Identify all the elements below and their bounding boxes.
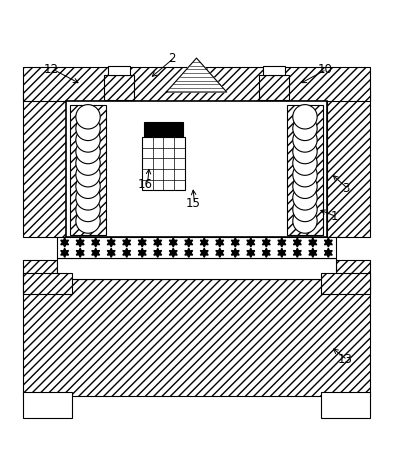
- Polygon shape: [169, 248, 177, 257]
- Bar: [104, 75, 134, 99]
- Polygon shape: [166, 58, 227, 92]
- Polygon shape: [154, 248, 162, 257]
- Circle shape: [293, 139, 317, 164]
- Circle shape: [293, 174, 317, 198]
- Polygon shape: [138, 238, 146, 247]
- Bar: [23, 68, 370, 101]
- Polygon shape: [92, 248, 99, 257]
- Polygon shape: [309, 238, 317, 247]
- Polygon shape: [107, 248, 115, 257]
- Circle shape: [293, 116, 317, 141]
- Bar: [70, 105, 106, 235]
- Polygon shape: [247, 248, 255, 257]
- Bar: [23, 90, 66, 237]
- Polygon shape: [123, 248, 130, 257]
- Polygon shape: [263, 248, 270, 257]
- Polygon shape: [76, 248, 84, 257]
- Bar: [263, 65, 285, 75]
- Circle shape: [293, 105, 317, 129]
- Text: 2: 2: [168, 51, 176, 64]
- Polygon shape: [61, 248, 69, 257]
- Text: 1: 1: [331, 210, 338, 223]
- Circle shape: [76, 186, 100, 210]
- Bar: [108, 65, 130, 75]
- Bar: [57, 237, 336, 258]
- Text: 16: 16: [138, 178, 153, 191]
- Polygon shape: [263, 238, 270, 247]
- Circle shape: [76, 128, 100, 152]
- Polygon shape: [76, 238, 84, 247]
- Circle shape: [293, 186, 317, 210]
- Polygon shape: [61, 238, 69, 247]
- Text: 12: 12: [44, 63, 59, 76]
- Bar: [144, 122, 183, 137]
- Bar: [23, 260, 57, 279]
- Circle shape: [76, 151, 100, 175]
- Polygon shape: [200, 248, 208, 257]
- Circle shape: [293, 128, 317, 152]
- Polygon shape: [231, 238, 239, 247]
- Circle shape: [293, 163, 317, 187]
- Bar: [327, 90, 370, 237]
- Polygon shape: [216, 248, 224, 257]
- Circle shape: [76, 139, 100, 164]
- Polygon shape: [185, 248, 193, 257]
- Polygon shape: [216, 238, 224, 247]
- Polygon shape: [154, 238, 162, 247]
- Bar: [336, 260, 370, 279]
- Bar: [23, 392, 72, 418]
- Text: 15: 15: [185, 197, 200, 210]
- Bar: [287, 105, 323, 235]
- Circle shape: [76, 105, 100, 129]
- Polygon shape: [324, 248, 332, 257]
- Text: 13: 13: [338, 354, 353, 367]
- Polygon shape: [247, 238, 255, 247]
- Polygon shape: [309, 248, 317, 257]
- Text: 3: 3: [342, 182, 349, 195]
- Polygon shape: [185, 238, 193, 247]
- Polygon shape: [294, 248, 301, 257]
- Polygon shape: [278, 248, 286, 257]
- Polygon shape: [92, 238, 99, 247]
- Bar: [259, 75, 289, 99]
- Bar: [23, 279, 370, 396]
- Bar: [142, 137, 185, 190]
- Circle shape: [76, 197, 100, 222]
- Polygon shape: [169, 238, 177, 247]
- Bar: [321, 392, 370, 418]
- Text: 10: 10: [317, 63, 332, 76]
- Bar: [66, 101, 327, 237]
- Circle shape: [76, 116, 100, 141]
- Bar: [23, 273, 72, 294]
- Polygon shape: [200, 238, 208, 247]
- Circle shape: [293, 151, 317, 175]
- Circle shape: [76, 209, 100, 233]
- Polygon shape: [294, 238, 301, 247]
- Circle shape: [76, 174, 100, 198]
- Circle shape: [293, 197, 317, 222]
- Polygon shape: [324, 238, 332, 247]
- Polygon shape: [278, 238, 286, 247]
- Circle shape: [76, 163, 100, 187]
- Polygon shape: [107, 238, 115, 247]
- Circle shape: [293, 209, 317, 233]
- Polygon shape: [231, 248, 239, 257]
- Polygon shape: [138, 248, 146, 257]
- Bar: [321, 273, 370, 294]
- Polygon shape: [123, 238, 130, 247]
- Bar: [57, 258, 336, 279]
